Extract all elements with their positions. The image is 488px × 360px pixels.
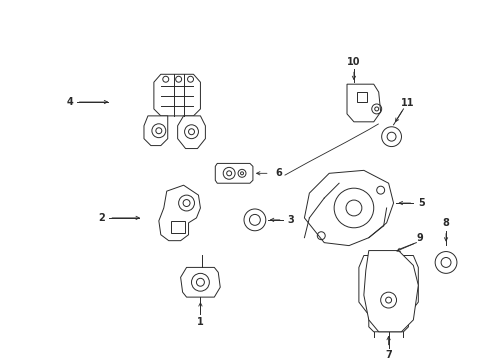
Polygon shape — [363, 251, 417, 332]
Polygon shape — [177, 116, 205, 149]
Text: 4: 4 — [66, 97, 73, 107]
Polygon shape — [154, 74, 200, 116]
Polygon shape — [180, 267, 220, 297]
Text: 9: 9 — [416, 233, 423, 243]
Text: 6: 6 — [275, 168, 282, 178]
Text: 5: 5 — [417, 198, 424, 208]
Bar — [170, 221, 184, 233]
Polygon shape — [368, 315, 407, 332]
Polygon shape — [304, 170, 393, 246]
Text: 1: 1 — [197, 317, 203, 327]
Text: 2: 2 — [98, 213, 104, 223]
Polygon shape — [143, 116, 167, 145]
Polygon shape — [358, 256, 417, 315]
Polygon shape — [215, 163, 252, 183]
Text: 3: 3 — [286, 215, 293, 225]
Text: 8: 8 — [442, 218, 448, 228]
Polygon shape — [159, 185, 200, 241]
Text: 11: 11 — [400, 98, 413, 108]
Text: 10: 10 — [346, 57, 360, 67]
Polygon shape — [346, 84, 380, 122]
Bar — [356, 92, 366, 102]
Text: 7: 7 — [385, 350, 391, 360]
